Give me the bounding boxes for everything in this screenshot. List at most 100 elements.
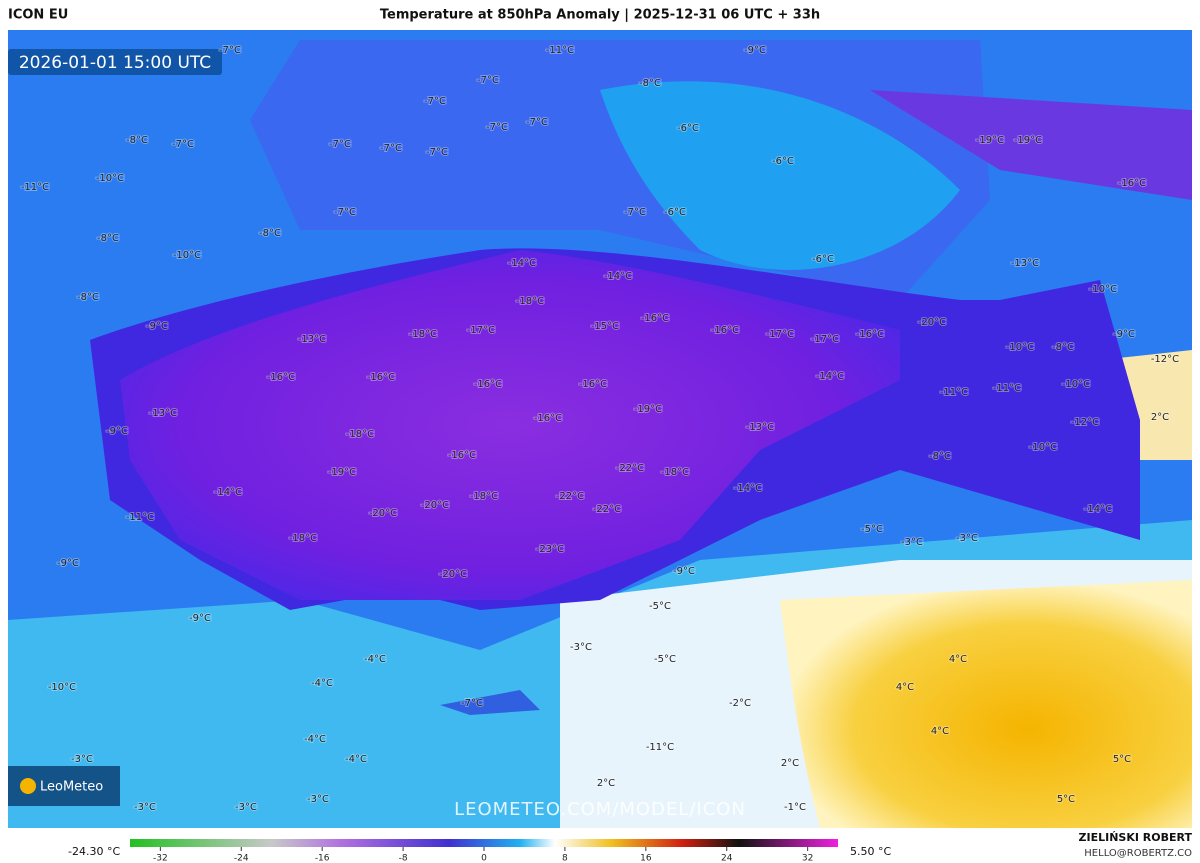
temperature-label: 2°C	[1151, 412, 1169, 423]
temperature-label: -10°C	[1062, 379, 1090, 390]
temperature-label: -10°C	[96, 173, 124, 184]
temperature-label: -13°C	[298, 334, 326, 345]
logo-icon	[20, 778, 36, 794]
temperature-label: -11°C	[126, 512, 154, 523]
temperature-label: 5°C	[1113, 754, 1131, 765]
temperature-label: -6°C	[677, 123, 699, 134]
temperature-label: 4°C	[931, 726, 949, 737]
temperature-label: -9°C	[146, 321, 168, 332]
temperature-label: -8°C	[77, 292, 99, 303]
colorbar-min: -24.30 °C	[68, 845, 120, 858]
temperature-label: -4°C	[311, 678, 333, 689]
temperature-label: -3°C	[134, 802, 156, 813]
temperature-label: -5°C	[861, 524, 883, 535]
temperature-label: -19°C	[328, 467, 356, 478]
temperature-label: -19°C	[634, 404, 662, 415]
temperature-label: 5°C	[1057, 794, 1075, 805]
temperature-label: -7°C	[461, 698, 483, 709]
temperature-label: -1°C	[784, 802, 806, 813]
temperature-label: -16°C	[474, 379, 502, 390]
temperature-label: -23°C	[536, 544, 564, 555]
temperature-label: -7°C	[334, 207, 356, 218]
temperature-label: -11°C	[940, 387, 968, 398]
temperature-label: -13°C	[149, 408, 177, 419]
temperature-label: -11°C	[646, 742, 674, 753]
temperature-label: -13°C	[1011, 258, 1039, 269]
temperature-label: -8°C	[1052, 342, 1074, 353]
temperature-label: -9°C	[189, 613, 211, 624]
temperature-label: -7°C	[526, 117, 548, 128]
temperature-label: -4°C	[345, 754, 367, 765]
colorbar-tick-label: 32	[802, 854, 813, 863]
temperature-label: -18°C	[346, 429, 374, 440]
temperature-label: -9°C	[106, 426, 128, 437]
temperature-label: -7°C	[424, 96, 446, 107]
header-bar	[0, 0, 1200, 30]
author-email: HELLO@ROBERTZ.CO	[1084, 848, 1192, 859]
temperature-label: -22°C	[556, 491, 584, 502]
temperature-label: -10°C	[48, 682, 76, 693]
colorbar-tick-label: -32	[153, 854, 168, 863]
temperature-label: -16°C	[534, 413, 562, 424]
temperature-label: -3°C	[956, 533, 978, 544]
temperature-label: -16°C	[1118, 178, 1146, 189]
temperature-label: -7°C	[477, 75, 499, 86]
temperature-label: -10°C	[1089, 284, 1117, 295]
logo: LeoMeteo	[40, 780, 103, 795]
temperature-label: -7°C	[380, 143, 402, 154]
temperature-label: -14°C	[604, 271, 632, 282]
temperature-label: -20°C	[439, 569, 467, 580]
temperature-label: -19°C	[1014, 135, 1042, 146]
temperature-label: -4°C	[364, 654, 386, 665]
temperature-labels: -7°C -11°C -9°C -7°C -8°C -7°C -7°C -7°C -6°C -8°…	[20, 44, 1180, 814]
temperature-label: -5°C	[649, 601, 671, 612]
watermark: LEOMETEO.COM/MODEL/ICON	[454, 799, 746, 820]
temperature-label: -3°C	[235, 802, 257, 813]
temperature-label: -7°C	[329, 139, 351, 150]
colorbar-tick-label: -16	[315, 854, 330, 863]
colorbar-max: 5.50 °C	[850, 845, 891, 858]
timestamp: 2026-01-01 15:00 UTC	[19, 53, 211, 73]
colorbar-tick-label: 0	[481, 854, 487, 863]
temperature-label: -8°C	[126, 135, 148, 146]
temperature-label: -3°C	[71, 754, 93, 765]
temperature-label: -6°C	[812, 254, 834, 265]
temperature-label: -8°C	[259, 228, 281, 239]
map	[8, 30, 1192, 828]
temperature-label: -22°C	[593, 504, 621, 515]
temperature-label: -12°C	[1071, 417, 1099, 428]
temperature-label: 2°C	[597, 778, 615, 789]
colorbar-tick-label: 16	[640, 854, 652, 863]
temperature-label: -9°C	[1113, 329, 1135, 340]
temperature-label: -17°C	[766, 329, 794, 340]
temperature-label: -6°C	[664, 207, 686, 218]
temperature-label: -12°C	[1151, 354, 1179, 365]
temperature-label: -20°C	[369, 508, 397, 519]
temperature-label: -17°C	[811, 334, 839, 345]
temperature-label: 4°C	[949, 654, 967, 665]
temperature-label: -20°C	[421, 500, 449, 511]
temperature-label: 4°C	[896, 682, 914, 693]
temperature-label: -18°C	[470, 491, 498, 502]
map-title: Temperature at 850hPa Anomaly | 2025-12-…	[380, 8, 820, 23]
temperature-label: -9°C	[57, 558, 79, 569]
temperature-label: -6°C	[772, 156, 794, 167]
temperature-label: -8°C	[639, 78, 661, 89]
temperature-label: -16°C	[711, 325, 739, 336]
author-name: ZIELIŃSKI ROBERT	[1079, 831, 1193, 844]
temperature-label: -22°C	[616, 463, 644, 474]
temperature-label: -11°C	[993, 383, 1021, 394]
temperature-label: -15°C	[591, 321, 619, 332]
temperature-label: -4°C	[304, 734, 326, 745]
temperature-label: -16°C	[448, 450, 476, 461]
temperature-label: -18°C	[289, 533, 317, 544]
colorbar	[130, 839, 838, 847]
colorbar-tick-label: -24	[234, 854, 249, 863]
temperature-label: -18°C	[409, 329, 437, 340]
colorbar-tick-label: -8	[399, 854, 408, 863]
temperature-label: -9°C	[744, 45, 766, 56]
temperature-label: -3°C	[901, 537, 923, 548]
temperature-label: -14°C	[508, 258, 536, 269]
temperature-label: -2°C	[729, 698, 751, 709]
